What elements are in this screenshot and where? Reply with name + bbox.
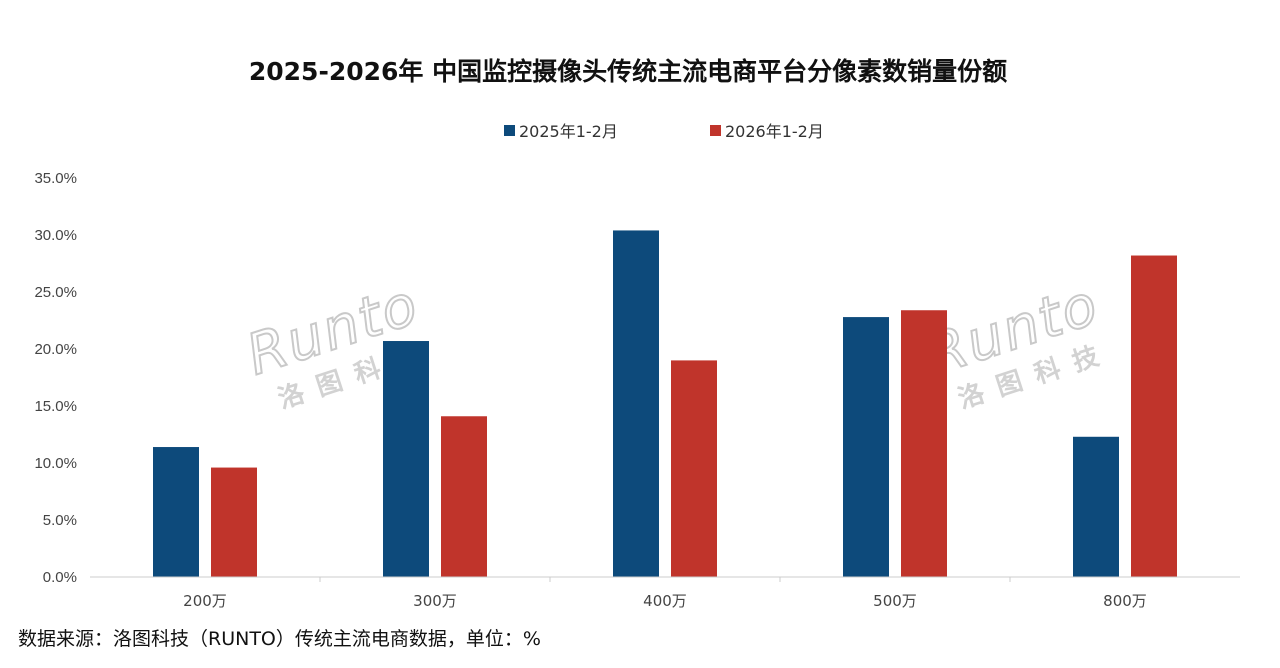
- bar-2025-1: [383, 341, 429, 577]
- y-tick-label: 30.0%: [34, 227, 77, 244]
- y-tick-label: 10.0%: [34, 455, 77, 472]
- chart-title: 2025-2026年 中国监控摄像头传统主流电商平台分像素数销量份额: [249, 57, 1007, 86]
- legend-label-2026: 2026年1-2月: [725, 122, 824, 141]
- y-tick-label: 0.0%: [43, 569, 77, 586]
- y-tick-label: 20.0%: [34, 341, 77, 358]
- y-tick-label: 15.0%: [34, 398, 77, 415]
- legend: 2025年1-2月 2026年1-2月: [504, 122, 824, 141]
- y-tick-label: 25.0%: [34, 284, 77, 301]
- source-note: 数据来源：洛图科技（RUNTO）传统主流电商数据，单位：%: [18, 628, 541, 650]
- x-tick-label: 300万: [413, 592, 457, 610]
- x-tick-label: 200万: [183, 592, 227, 610]
- bar-2026-1: [441, 416, 487, 577]
- bar-2026-2: [671, 360, 717, 577]
- y-tick-label: 5.0%: [43, 512, 77, 529]
- watermark-right: Runto 洛图科技: [918, 271, 1116, 415]
- legend-swatch-2025: [504, 125, 515, 136]
- y-axis: 0.0% 5.0% 10.0% 15.0% 20.0% 25.0% 30.0% 35.0%: [34, 170, 77, 586]
- bars: [153, 230, 1177, 577]
- x-tick-label: 500万: [873, 592, 917, 610]
- bar-2025-3: [843, 317, 889, 577]
- legend-label-2025: 2025年1-2月: [519, 122, 618, 141]
- legend-swatch-2026: [710, 125, 721, 136]
- y-tick-label: 35.0%: [34, 170, 77, 187]
- bar-2026-3: [901, 310, 947, 577]
- x-tick-label: 800万: [1103, 592, 1147, 610]
- x-tick-label: 400万: [643, 592, 687, 610]
- x-axis: 200万 300万 400万 500万 800万: [183, 577, 1147, 610]
- bar-2025-0: [153, 447, 199, 577]
- bar-2026-4: [1131, 255, 1177, 577]
- bar-2025-4: [1073, 436, 1119, 577]
- bar-2026-0: [211, 467, 257, 577]
- bar-2025-2: [613, 230, 659, 577]
